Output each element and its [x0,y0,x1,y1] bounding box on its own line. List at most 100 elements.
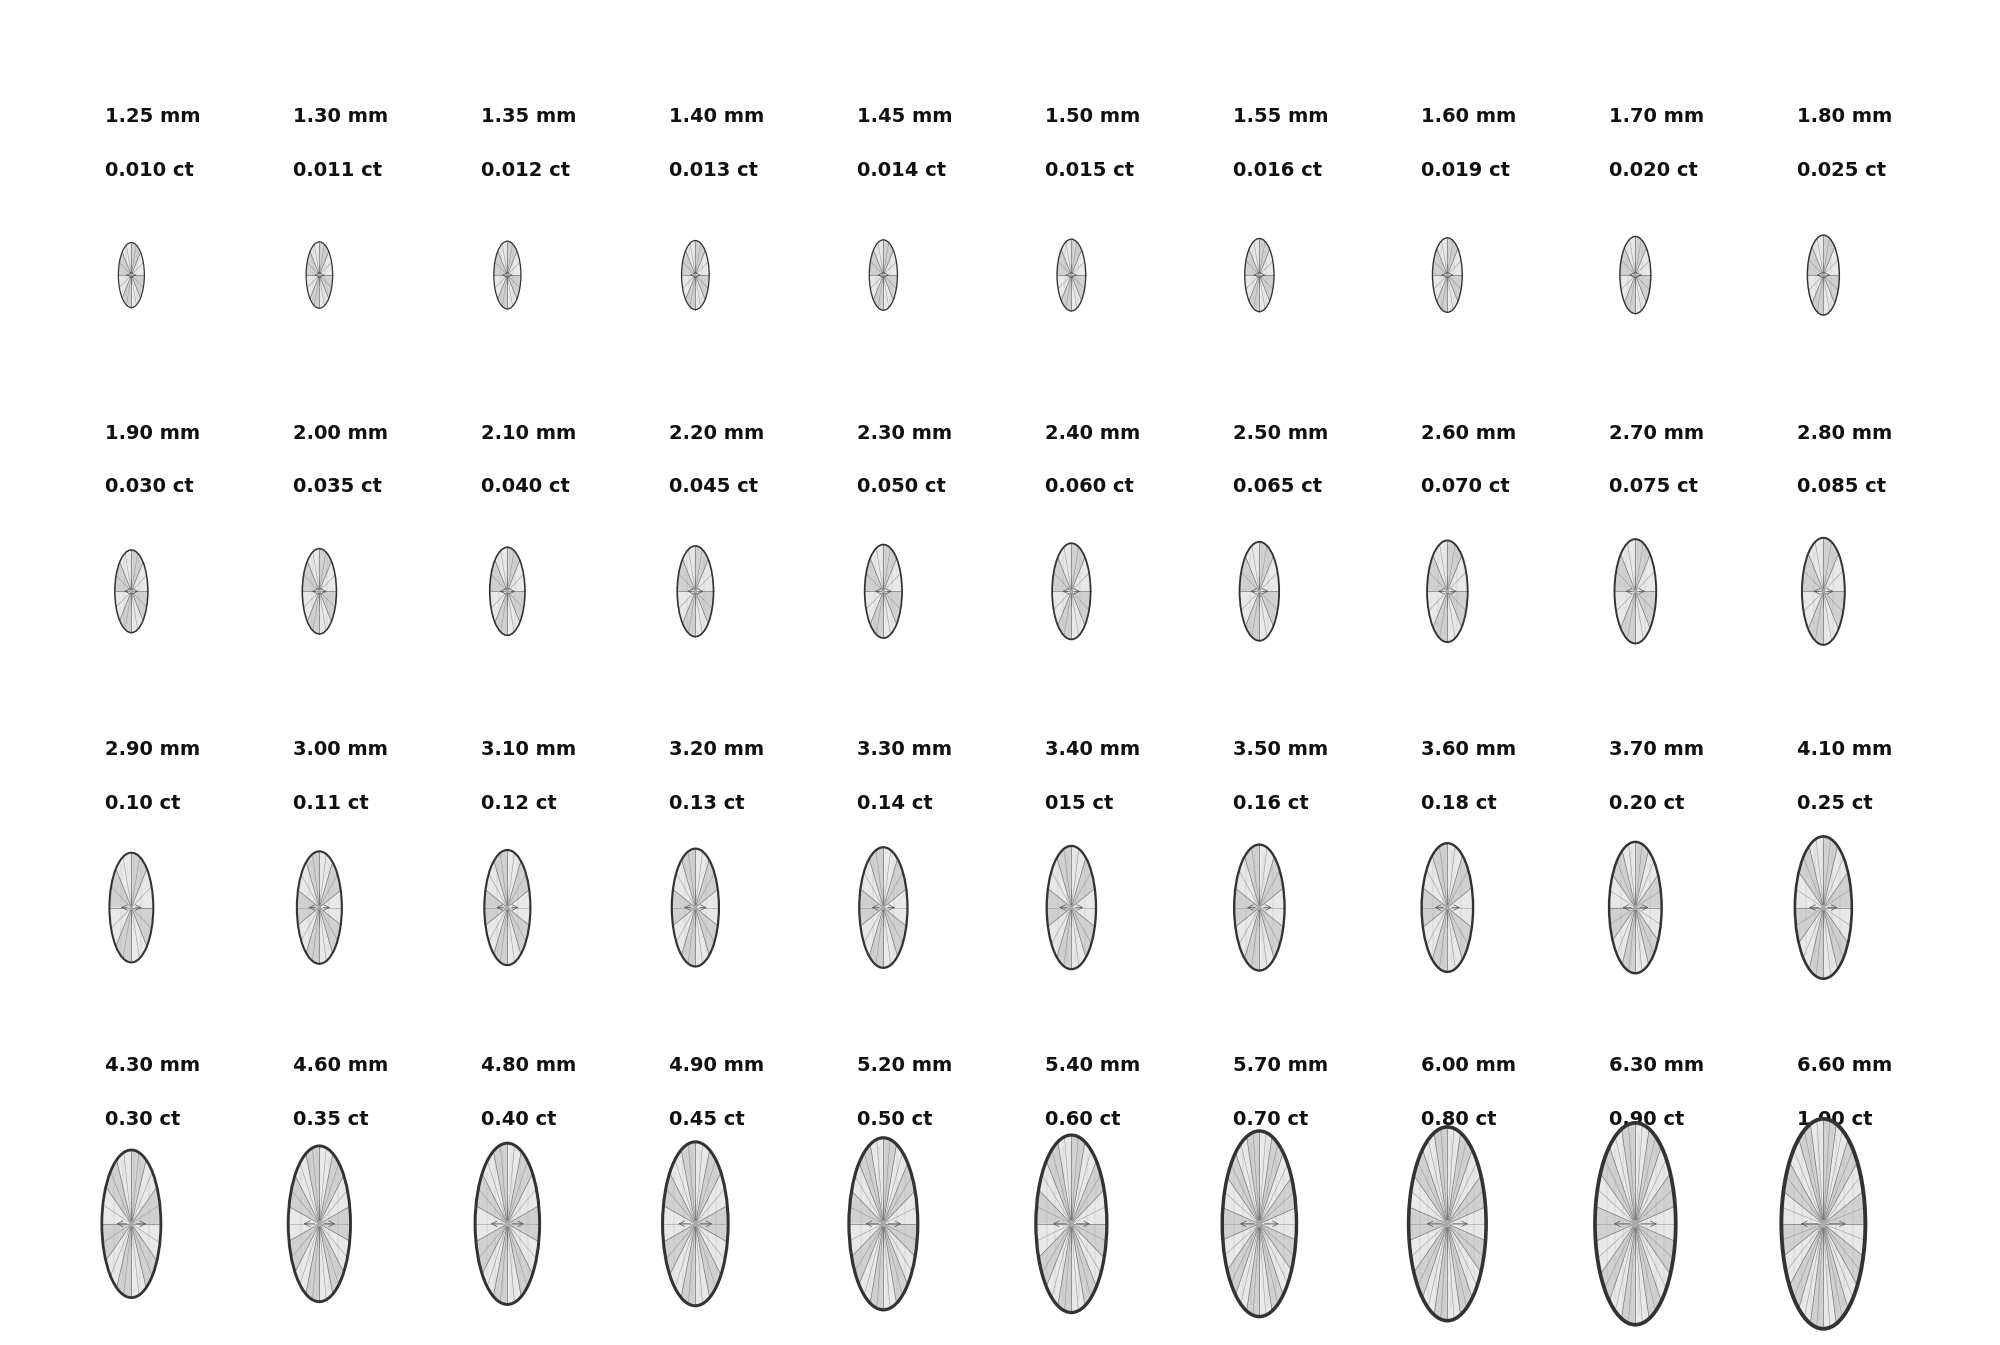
Ellipse shape [1594,1123,1676,1325]
Polygon shape [114,562,132,592]
Text: 015 ct: 015 ct [1046,794,1114,812]
Polygon shape [1260,1131,1272,1224]
Polygon shape [1448,1224,1480,1298]
Polygon shape [884,1224,896,1310]
Polygon shape [682,274,696,300]
Polygon shape [1244,249,1260,274]
Polygon shape [870,1138,884,1224]
Ellipse shape [118,242,144,308]
Polygon shape [1072,557,1090,592]
Polygon shape [1448,1132,1472,1224]
Polygon shape [1072,592,1084,639]
Polygon shape [1784,1162,1824,1224]
Polygon shape [498,241,508,274]
Polygon shape [670,1150,696,1224]
Polygon shape [1432,541,1448,592]
Polygon shape [864,558,884,592]
Polygon shape [306,908,320,964]
Polygon shape [114,592,132,620]
Ellipse shape [682,241,710,309]
Polygon shape [494,547,508,592]
Polygon shape [884,889,908,927]
Polygon shape [1260,274,1270,312]
Polygon shape [1448,1127,1460,1224]
Polygon shape [310,242,320,274]
Ellipse shape [694,273,696,277]
Polygon shape [1810,908,1824,979]
Polygon shape [1222,1208,1260,1240]
Polygon shape [508,274,520,299]
Polygon shape [116,1224,132,1298]
Polygon shape [1798,846,1824,908]
Ellipse shape [882,905,886,911]
Polygon shape [320,1146,332,1224]
Ellipse shape [1822,905,1826,911]
Polygon shape [870,847,884,908]
Polygon shape [1240,592,1260,627]
Polygon shape [1636,1206,1676,1241]
Polygon shape [870,1224,884,1310]
Polygon shape [1260,1224,1296,1270]
Polygon shape [884,908,906,956]
Polygon shape [102,1224,132,1260]
Polygon shape [1260,542,1274,592]
Polygon shape [1260,557,1280,592]
Polygon shape [116,908,132,963]
Polygon shape [320,1224,344,1294]
Polygon shape [870,250,884,274]
Polygon shape [848,1224,884,1256]
Polygon shape [320,908,332,964]
Ellipse shape [1820,1220,1826,1228]
Polygon shape [1610,1128,1636,1224]
Ellipse shape [1432,238,1462,312]
Polygon shape [1610,874,1636,908]
Polygon shape [132,1186,160,1224]
Polygon shape [132,869,154,908]
Polygon shape [1260,238,1270,274]
Polygon shape [1036,1190,1072,1224]
Polygon shape [508,241,516,274]
Polygon shape [1636,1173,1676,1224]
Ellipse shape [860,847,908,968]
Polygon shape [884,1163,916,1224]
Polygon shape [1048,858,1072,908]
Polygon shape [132,242,140,274]
Polygon shape [1824,1162,1864,1224]
Polygon shape [1622,1224,1636,1325]
Polygon shape [306,1146,320,1224]
Polygon shape [1072,889,1096,927]
Ellipse shape [1258,905,1262,911]
Polygon shape [1056,908,1072,970]
Polygon shape [302,592,320,621]
Polygon shape [1636,1123,1650,1224]
Ellipse shape [882,273,884,277]
Polygon shape [132,592,148,620]
Text: 0.014 ct: 0.014 ct [858,161,946,180]
Text: 0.085 ct: 0.085 ct [1798,477,1886,496]
Polygon shape [1614,592,1636,628]
Polygon shape [1824,1119,1836,1224]
Polygon shape [120,592,132,632]
Polygon shape [1448,274,1458,312]
Text: 1.25 mm: 1.25 mm [106,108,200,126]
Text: 0.30 ct: 0.30 ct [106,1110,180,1128]
Polygon shape [508,592,524,623]
Ellipse shape [1070,273,1072,277]
Polygon shape [1434,1127,1448,1224]
Polygon shape [288,1206,320,1241]
Ellipse shape [672,849,718,967]
Polygon shape [1072,1224,1096,1306]
Text: 2.10 mm: 2.10 mm [482,424,576,443]
Polygon shape [494,1224,508,1305]
Polygon shape [132,562,148,592]
Ellipse shape [1240,542,1280,640]
Polygon shape [132,252,144,274]
Text: 0.010 ct: 0.010 ct [106,161,194,180]
Polygon shape [884,1224,918,1256]
Polygon shape [508,1206,540,1241]
Polygon shape [860,889,884,927]
Ellipse shape [130,589,132,593]
Polygon shape [1072,543,1084,592]
Polygon shape [1260,1224,1292,1295]
Text: 0.015 ct: 0.015 ct [1046,161,1134,180]
